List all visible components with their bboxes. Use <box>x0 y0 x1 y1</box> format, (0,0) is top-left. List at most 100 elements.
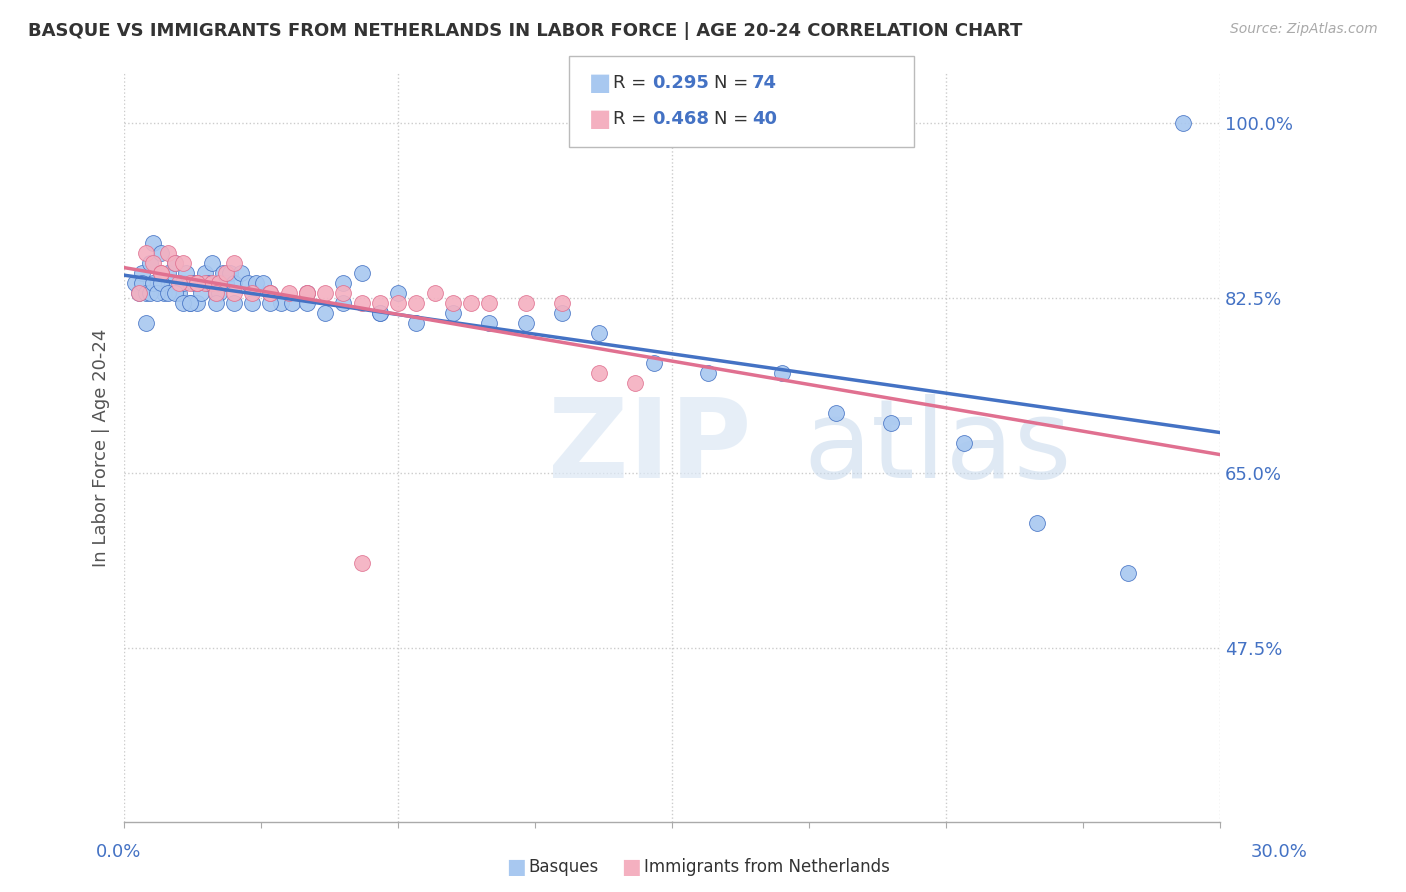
Point <box>167 276 190 290</box>
Point <box>204 285 226 300</box>
Text: Immigrants from Netherlands: Immigrants from Netherlands <box>644 858 890 876</box>
Point <box>204 295 226 310</box>
Point <box>240 295 263 310</box>
Point <box>240 285 263 300</box>
Text: R =: R = <box>613 110 652 128</box>
Point <box>215 266 238 280</box>
Text: N =: N = <box>714 110 754 128</box>
Point <box>825 406 848 420</box>
Point <box>245 276 267 290</box>
Point <box>149 276 172 290</box>
Point <box>332 285 354 300</box>
Point <box>515 295 537 310</box>
Point <box>222 256 245 270</box>
Point <box>172 276 194 290</box>
Point <box>588 326 610 340</box>
Text: ■: ■ <box>589 71 612 95</box>
Point <box>146 285 169 300</box>
Point <box>190 285 212 300</box>
Text: 30.0%: 30.0% <box>1251 843 1308 861</box>
Text: ■: ■ <box>621 857 641 877</box>
Point <box>215 276 238 290</box>
Point <box>252 276 274 290</box>
Point <box>259 295 281 310</box>
Point <box>350 266 373 280</box>
Point <box>441 306 464 320</box>
Point <box>405 295 427 310</box>
Point <box>478 316 501 330</box>
Point <box>172 295 194 310</box>
Point <box>405 316 427 330</box>
Text: ■: ■ <box>506 857 526 877</box>
Y-axis label: In Labor Force | Age 20-24: In Labor Force | Age 20-24 <box>93 328 110 567</box>
Point <box>387 295 409 310</box>
Point <box>222 285 245 300</box>
Point <box>179 295 201 310</box>
Point <box>624 376 647 390</box>
Point <box>332 295 354 310</box>
Point <box>953 435 976 450</box>
Point <box>146 276 169 290</box>
Point <box>478 295 501 310</box>
Point <box>211 266 233 280</box>
Point <box>186 276 208 290</box>
Point <box>515 316 537 330</box>
Text: 0.0%: 0.0% <box>96 843 141 861</box>
Point <box>165 256 187 270</box>
Point <box>193 266 215 280</box>
Point <box>149 266 172 280</box>
Text: 40: 40 <box>752 110 778 128</box>
Point <box>229 266 252 280</box>
Text: 0.295: 0.295 <box>652 74 709 92</box>
Point <box>643 356 665 370</box>
Text: atlas: atlas <box>803 394 1071 501</box>
Point <box>368 306 391 320</box>
Text: Basques: Basques <box>529 858 599 876</box>
Point <box>350 295 373 310</box>
Point <box>193 276 215 290</box>
Point <box>222 295 245 310</box>
Point <box>179 295 201 310</box>
Point <box>770 366 793 380</box>
Point <box>149 245 172 260</box>
Point <box>128 285 150 300</box>
Point <box>197 276 219 290</box>
Point <box>277 285 299 300</box>
Point <box>697 366 720 380</box>
Point <box>208 285 231 300</box>
Text: N =: N = <box>714 74 754 92</box>
Point <box>1118 566 1140 580</box>
Point <box>880 416 903 430</box>
Point <box>186 295 208 310</box>
Point <box>441 295 464 310</box>
Point <box>142 256 165 270</box>
Text: 0.468: 0.468 <box>652 110 710 128</box>
Point <box>238 276 260 290</box>
Point <box>165 256 187 270</box>
Point <box>295 295 318 310</box>
Point <box>295 285 318 300</box>
Point <box>157 266 180 280</box>
Point <box>160 276 183 290</box>
Point <box>208 276 231 290</box>
Point <box>128 285 150 300</box>
Point <box>201 256 224 270</box>
Point <box>157 245 180 260</box>
Point <box>176 266 198 280</box>
Point <box>368 295 391 310</box>
Point <box>368 306 391 320</box>
Point <box>149 266 172 280</box>
Point <box>295 285 318 300</box>
Point <box>1026 516 1049 530</box>
Point <box>1173 116 1195 130</box>
Point <box>551 306 574 320</box>
Point <box>167 285 190 300</box>
Point <box>142 235 165 250</box>
Point <box>131 266 153 280</box>
Point <box>259 285 281 300</box>
Point <box>314 285 336 300</box>
Point <box>139 256 162 270</box>
Point <box>165 285 187 300</box>
Point <box>222 276 245 290</box>
Point <box>186 276 208 290</box>
